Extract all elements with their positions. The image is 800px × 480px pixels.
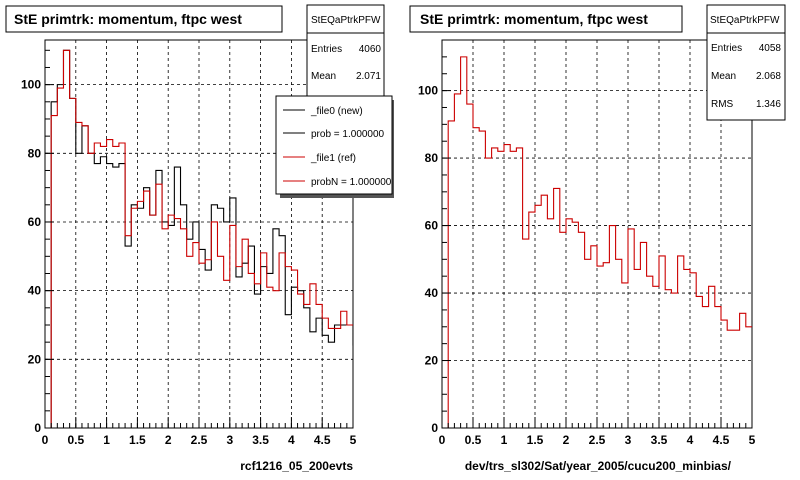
legend-entry: _file0 (new) — [283, 106, 363, 117]
x-tick-label: 4.5 — [314, 433, 331, 447]
right-x-axis-label: dev/trs_sl302/Sat/year_2005/cucu200_minb… — [465, 459, 732, 473]
right-stats-entries-label: Entries — [711, 43, 742, 54]
x-tick-label: 2.5 — [589, 433, 606, 447]
x-tick-label: 0 — [439, 433, 446, 447]
right-stats-entries-value: 4058 — [759, 43, 782, 54]
y-tick-label: 0 — [431, 421, 438, 435]
x-tick-label: 3 — [625, 433, 632, 447]
y-tick-label: 80 — [425, 151, 439, 165]
right-title: StE primtrk: momentum, ftpc west — [420, 11, 648, 27]
x-tick-label: 5 — [749, 433, 756, 447]
x-tick-label: 2 — [165, 433, 172, 447]
x-tick-label: 3.5 — [252, 433, 269, 447]
y-tick-label: 40 — [425, 286, 439, 300]
legend-entry: prob = 1.000000 — [283, 129, 385, 140]
x-tick-label: 4 — [687, 433, 694, 447]
x-tick-label: 1 — [501, 433, 508, 447]
legend-box — [275, 95, 393, 195]
y-tick-label: 20 — [425, 354, 439, 368]
right-stats-mean-label: Mean — [711, 71, 736, 82]
histogram-series-line — [442, 56, 752, 428]
left-axes: 0 0.5 1 1.5 2 2.5 3 3.5 4 4.5 5 0 20 40 60 80 100 — [21, 49, 357, 447]
legend-label: _file1 (ref) — [310, 153, 356, 164]
left-stats-entries-label: Entries — [311, 44, 342, 55]
legend-label: probN = 1.000000 — [311, 177, 392, 188]
x-tick-label: 0 — [42, 433, 49, 447]
legend-label: prob = 1.000000 — [311, 129, 385, 140]
y-tick-label: 60 — [425, 219, 439, 233]
left-stats-name: StEQaPtrkPFW — [311, 15, 381, 26]
histogram-series-line — [45, 49, 353, 428]
left-stats-box — [306, 4, 385, 98]
right-panel: 0 0.5 1 1.5 2 2.5 3 3.5 4 4.5 5 0 20 40 60 80 100 StE pr… — [409, 4, 786, 473]
x-tick-label: 1 — [103, 433, 110, 447]
legend-entry: probN = 1.000000 — [283, 177, 392, 188]
left-x-axis-label: rcf1216_05_200evts — [240, 459, 353, 473]
x-tick-label: 3 — [226, 433, 233, 447]
x-tick-label: 0.5 — [465, 433, 482, 447]
y-tick-label: 100 — [21, 78, 41, 92]
left-title-box — [5, 5, 283, 33]
right-title-box — [409, 5, 683, 33]
y-tick-label: 60 — [28, 215, 42, 229]
right-stats-mean-value: 2.068 — [756, 71, 781, 82]
y-tick-label: 80 — [28, 146, 42, 160]
right-series-group — [442, 56, 752, 428]
left-title: StE primtrk: momentum, ftpc west — [14, 11, 242, 27]
x-tick-label: 2 — [563, 433, 570, 447]
x-tick-label: 4.5 — [713, 433, 730, 447]
left-stats-entries-value: 4060 — [359, 44, 382, 55]
x-tick-label: 3.5 — [651, 433, 668, 447]
x-tick-label: 4 — [288, 433, 295, 447]
x-tick-label: 1.5 — [129, 433, 146, 447]
right-stats-box — [706, 4, 786, 121]
x-tick-label: 2.5 — [191, 433, 208, 447]
right-stats-name: StEQaPtrkPFW — [710, 15, 780, 26]
y-tick-label: 0 — [34, 421, 41, 435]
y-tick-label: 40 — [28, 284, 42, 298]
x-tick-label: 1.5 — [527, 433, 544, 447]
x-tick-label: 0.5 — [67, 433, 84, 447]
right-stats-rms-value: 1.346 — [756, 99, 781, 110]
right-axes: 0 0.5 1 1.5 2 2.5 3 3.5 4 4.5 5 0 20 40 60 80 100 — [418, 39, 756, 447]
y-tick-label: 20 — [28, 352, 42, 366]
left-stats-mean-value: 2.071 — [356, 71, 381, 82]
y-tick-label: 100 — [418, 84, 438, 98]
x-tick-label: 5 — [350, 433, 357, 447]
left-stats-mean-label: Mean — [311, 71, 336, 82]
legend-label: _file0 (new) — [310, 106, 363, 117]
right-stats-rms-label: RMS — [711, 99, 734, 110]
legend-entry: _file1 (ref) — [283, 153, 356, 164]
left-series-group — [45, 49, 353, 428]
